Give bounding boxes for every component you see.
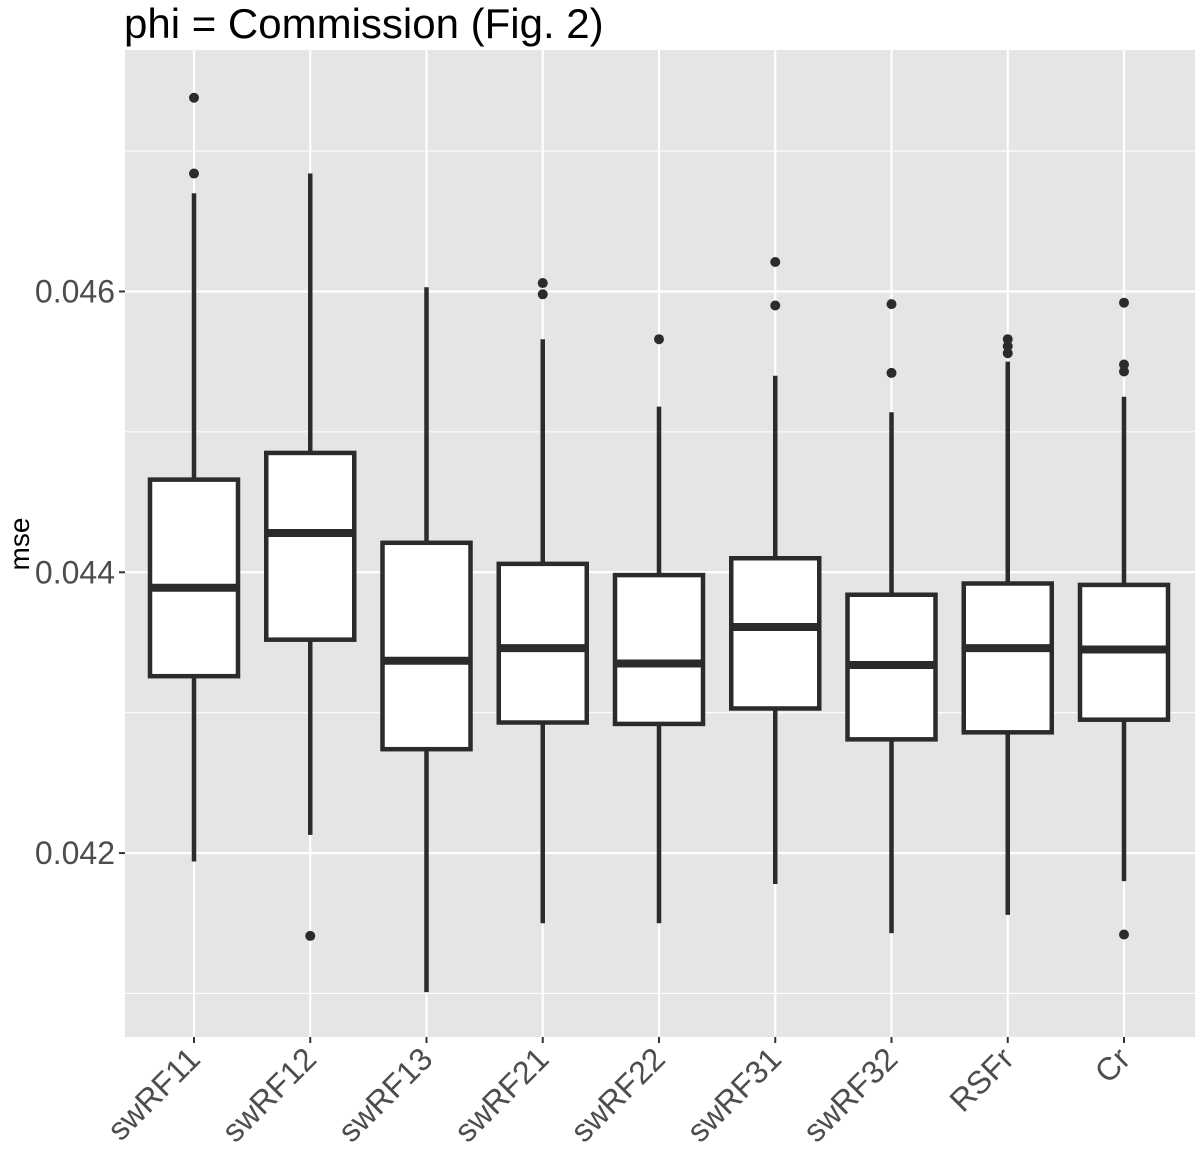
outlier-point bbox=[1002, 341, 1013, 352]
outlier-point bbox=[1119, 297, 1129, 308]
outlier-point bbox=[886, 367, 897, 378]
y-axis: 0.042 0.044 0.046 bbox=[35, 273, 125, 871]
box-swRF13 bbox=[380, 287, 473, 993]
outlier-point bbox=[1002, 348, 1013, 359]
outlier-point bbox=[770, 257, 781, 268]
y-axis-title: mse bbox=[4, 518, 35, 571]
box-RSFr bbox=[961, 334, 1054, 915]
outlier-point bbox=[1119, 366, 1129, 377]
outlier-point bbox=[1119, 929, 1129, 940]
box-swRF31 bbox=[729, 257, 822, 884]
box-Cr bbox=[1077, 297, 1171, 940]
box-iqr bbox=[264, 450, 357, 642]
outlier-point bbox=[770, 300, 781, 311]
box-iqr bbox=[961, 581, 1054, 735]
outlier-point bbox=[189, 92, 199, 103]
outlier-point bbox=[654, 334, 664, 345]
box-swRF21 bbox=[496, 278, 589, 924]
outlier-point bbox=[1119, 359, 1129, 370]
box-iqr bbox=[147, 477, 241, 679]
y-tick-label: 0.044 bbox=[35, 554, 115, 590]
y-tick-label: 0.046 bbox=[35, 273, 115, 309]
outlier-point bbox=[305, 930, 316, 941]
chart-title: phi = Commission (Fig. 2) bbox=[124, 0, 604, 47]
outlier-point bbox=[537, 289, 548, 300]
box-iqr bbox=[612, 572, 706, 727]
outlier-point bbox=[537, 278, 548, 289]
box-swRF12 bbox=[264, 173, 357, 941]
box-iqr bbox=[729, 555, 822, 711]
outlier-point bbox=[886, 299, 897, 310]
box-swRF11 bbox=[147, 92, 241, 862]
outlier-point bbox=[189, 168, 199, 179]
box-swRF22 bbox=[612, 334, 706, 924]
box-series bbox=[147, 92, 1171, 993]
box-iqr bbox=[380, 540, 473, 752]
outlier-point bbox=[1002, 334, 1013, 345]
y-tick-label: 0.042 bbox=[35, 835, 115, 871]
box-iqr bbox=[496, 561, 589, 725]
box-swRF32 bbox=[845, 299, 938, 934]
